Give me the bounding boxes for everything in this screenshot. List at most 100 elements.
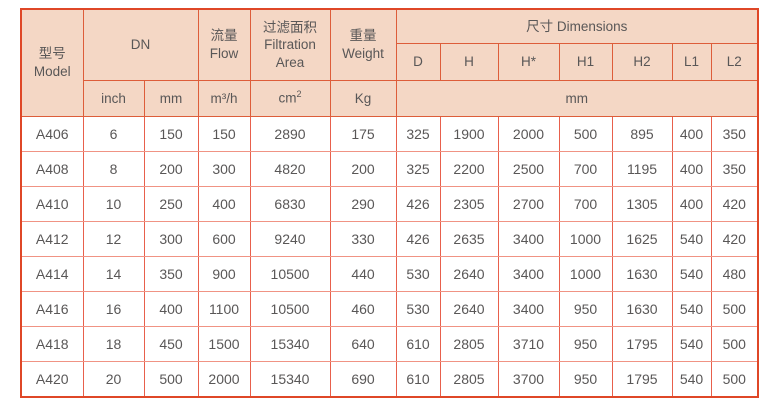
cell-dn-mm: 350	[143, 256, 199, 292]
col-header-dim-l2: L2	[710, 43, 759, 81]
cell-dim-h2: 1305	[611, 186, 673, 222]
cell-dn-mm: 200	[143, 151, 199, 187]
cell-dim-l1: 540	[671, 256, 712, 292]
cell-weight: 330	[329, 221, 397, 257]
cell-dn-mm: 450	[143, 326, 199, 362]
cell-dn-mm: 250	[143, 186, 199, 222]
col-header-dim-l1: L1	[671, 43, 712, 81]
col-header-model-en: Model	[33, 64, 71, 79]
cell-filtration-area: 10500	[249, 291, 331, 327]
cell-dim-l1: 540	[671, 291, 712, 327]
cell-dn-inch: 20	[82, 361, 145, 398]
cell-filtration-area: 15340	[249, 361, 331, 398]
table-row: A416 16 400 1100 10500 460 530 2640 3400 950 1630 5…	[20, 291, 759, 327]
col-header-flow-en: Flow	[209, 46, 239, 61]
cell-dn-mm: 300	[143, 221, 199, 257]
cell-dn-inch: 6	[82, 116, 145, 152]
cell-dim-hstar: 3400	[497, 291, 560, 327]
table-row: A410 10 250 400 6830 290 426 2305 2700 700 1305 400…	[20, 186, 759, 222]
cell-dim-hstar: 3400	[497, 256, 560, 292]
unit-dn-mm: mm	[143, 80, 199, 117]
col-header-dim-h: H	[439, 43, 499, 81]
cell-dn-inch: 16	[82, 291, 145, 327]
cell-dim-h1: 700	[558, 186, 613, 222]
cell-dim-h1: 950	[558, 361, 613, 398]
cell-weight: 640	[329, 326, 397, 362]
unit-flow: m³/h	[197, 80, 251, 117]
cell-dim-l2: 500	[710, 361, 759, 398]
cell-flow: 1100	[197, 291, 251, 327]
cell-dim-l2: 500	[710, 291, 759, 327]
cell-model: A418	[20, 326, 84, 362]
cell-dim-l2: 350	[710, 116, 759, 152]
col-header-dim-hstar: H*	[497, 43, 560, 81]
cell-dim-h1: 1000	[558, 256, 613, 292]
cell-flow: 600	[197, 221, 251, 257]
table-header: 型号 Model DN 流量 Flow 过滤面积 Filtration Area…	[20, 8, 759, 117]
product-spec-table: 型号 Model DN 流量 Flow 过滤面积 Filtration Area…	[20, 8, 760, 398]
cell-dim-hstar: 3710	[497, 326, 560, 362]
spec-table-container: 型号 Model DN 流量 Flow 过滤面积 Filtration Area…	[20, 8, 760, 398]
col-header-flow: 流量 Flow	[197, 8, 251, 81]
cell-weight: 200	[329, 151, 397, 187]
cell-dim-h: 2305	[439, 186, 499, 222]
cell-dim-d: 530	[395, 291, 441, 327]
cell-flow: 300	[197, 151, 251, 187]
cell-dim-h: 2640	[439, 291, 499, 327]
cell-dim-l1: 540	[671, 221, 712, 257]
cell-weight: 460	[329, 291, 397, 327]
col-header-dim-d: D	[395, 43, 441, 81]
cell-dim-h2: 1625	[611, 221, 673, 257]
cell-dim-hstar: 3400	[497, 221, 560, 257]
cell-dim-h1: 1000	[558, 221, 613, 257]
cell-flow: 400	[197, 186, 251, 222]
cell-dn-inch: 18	[82, 326, 145, 362]
col-header-weight-zh: 重量	[349, 28, 377, 44]
col-header-dim-h1: H1	[558, 43, 613, 81]
cell-weight: 690	[329, 361, 397, 398]
cell-flow: 900	[197, 256, 251, 292]
cell-model: A408	[20, 151, 84, 187]
cell-dn-mm: 500	[143, 361, 199, 398]
cell-dim-h2: 1795	[611, 361, 673, 398]
cell-dim-l2: 420	[710, 186, 759, 222]
cell-dim-h1: 950	[558, 326, 613, 362]
cell-dim-h2: 1795	[611, 326, 673, 362]
cell-dim-l1: 540	[671, 326, 712, 362]
cell-dim-hstar: 2500	[497, 151, 560, 187]
cell-dim-d: 426	[395, 221, 441, 257]
cell-dim-d: 325	[395, 151, 441, 187]
cell-weight: 290	[329, 186, 397, 222]
cell-dim-l1: 540	[671, 361, 712, 398]
cell-dim-d: 610	[395, 326, 441, 362]
table-row: A418 18 450 1500 15340 640 610 2805 3710 950 1795 5…	[20, 326, 759, 362]
col-header-filtration-zh: 过滤面积	[263, 19, 317, 35]
cell-dim-l2: 420	[710, 221, 759, 257]
cell-dim-h: 2805	[439, 361, 499, 398]
cell-dim-h: 2635	[439, 221, 499, 257]
header-row-dimension-cols: D H H* H1 H2 L1 L2	[21, 43, 759, 81]
cell-flow: 150	[197, 116, 251, 152]
col-header-filtration-en: Filtration Area	[264, 37, 316, 70]
cell-filtration-area: 15340	[249, 326, 331, 362]
cell-dn-mm: 400	[143, 291, 199, 327]
cell-filtration-area: 2890	[249, 116, 331, 152]
cell-dim-h2: 1195	[611, 151, 673, 187]
unit-dn-inch: inch	[82, 80, 145, 117]
cell-dim-d: 325	[395, 116, 441, 152]
cell-dim-h1: 500	[558, 116, 613, 152]
unit-weight: Kg	[329, 80, 397, 117]
cell-filtration-area: 10500	[249, 256, 331, 292]
cell-dim-h: 2640	[439, 256, 499, 292]
cell-model: A410	[20, 186, 84, 222]
cell-dn-inch: 12	[82, 221, 145, 257]
table-row: A412 12 300 600 9240 330 426 2635 3400 1000 1625 54…	[20, 221, 759, 257]
table-row: A408 8 200 300 4820 200 325 2200 2500 700 1195 400 3…	[20, 151, 759, 187]
cell-dim-hstar: 2700	[497, 186, 560, 222]
col-header-dn: DN	[82, 8, 199, 81]
cell-dim-l2: 350	[710, 151, 759, 187]
cell-dim-h1: 700	[558, 151, 613, 187]
cell-dim-h1: 950	[558, 291, 613, 327]
col-header-dimensions: 尺寸 Dimensions	[395, 8, 759, 44]
cell-weight: 440	[329, 256, 397, 292]
